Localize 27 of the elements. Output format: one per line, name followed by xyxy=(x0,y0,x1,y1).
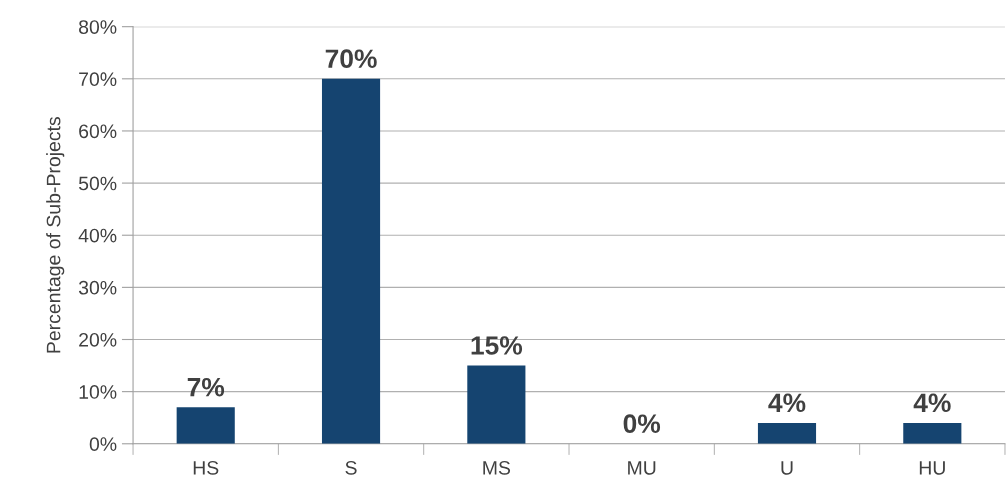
data-label: 15% xyxy=(471,336,523,355)
y-tick-label: 20% xyxy=(79,332,117,347)
data-label: 0% xyxy=(623,414,661,433)
y-tick-label: 0% xyxy=(89,437,117,452)
x-tick-label: HS xyxy=(193,460,219,475)
data-label: 4% xyxy=(768,393,806,413)
y-axis-title: Percentage of Sub-Projects xyxy=(46,117,65,353)
bar xyxy=(757,422,817,444)
y-tick-label: 50% xyxy=(78,176,117,191)
y-tick-label: 60% xyxy=(79,124,117,139)
bar xyxy=(903,422,962,444)
bar xyxy=(467,365,526,444)
x-tick-label: HU xyxy=(919,461,945,475)
y-tick-label: 10% xyxy=(79,385,117,399)
data-label: 7% xyxy=(187,377,225,397)
data-label: 4% xyxy=(913,393,951,413)
x-tick-label: MU xyxy=(628,461,656,475)
bar xyxy=(321,78,381,444)
y-tick-label: 80% xyxy=(79,20,117,34)
y-tick-label: 40% xyxy=(78,228,117,243)
x-tick-label: MS xyxy=(483,460,511,475)
y-tick-label: 70% xyxy=(79,72,117,87)
y-tick-label: 30% xyxy=(78,280,117,295)
x-tick-label: S xyxy=(345,460,357,475)
data-label: 70% xyxy=(325,49,377,69)
bar xyxy=(176,407,235,444)
x-tick-label: U xyxy=(781,461,793,475)
